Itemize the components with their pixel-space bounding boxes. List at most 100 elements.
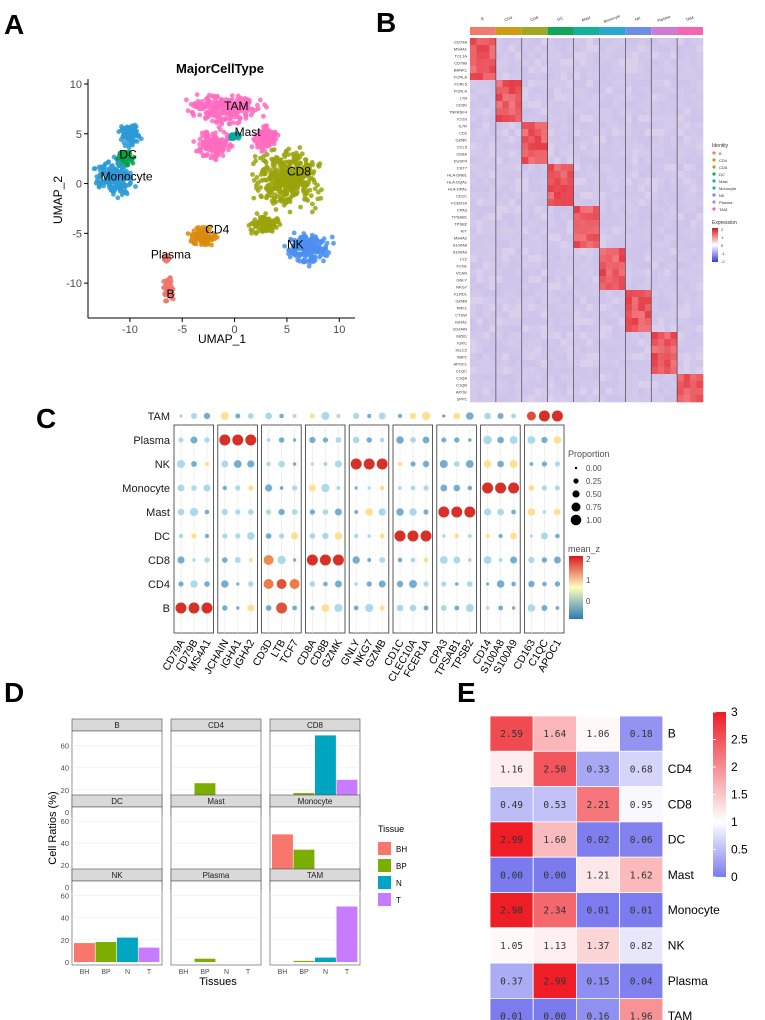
dotplot-dot xyxy=(397,413,403,419)
heatmap-cell xyxy=(638,234,646,242)
heatmap-cell xyxy=(470,374,477,382)
heatmap-cell xyxy=(560,388,568,396)
bar-facet-title: Mast xyxy=(207,797,225,806)
heatmap-cell xyxy=(560,59,568,67)
heatmap-cell xyxy=(482,129,490,137)
heatmap-cell xyxy=(683,255,691,263)
heatmap-cell xyxy=(573,192,581,200)
heatmap-cell xyxy=(605,38,613,46)
heatmap-cell xyxy=(625,262,633,270)
heatmap-cell xyxy=(618,150,626,158)
heatmap-cell xyxy=(567,339,574,347)
heatmap-cell xyxy=(683,178,691,186)
heatmap-cell xyxy=(580,276,587,284)
heatmap-cell xyxy=(664,388,671,396)
ratio-cell-value: 0.00 xyxy=(500,870,523,881)
dotplot-dot xyxy=(232,434,244,446)
heatmap-cell xyxy=(534,129,542,137)
heatmap-cell xyxy=(489,297,497,305)
umap-point xyxy=(258,144,264,150)
heatmap-cell xyxy=(476,262,484,270)
dotplot-dot xyxy=(451,506,463,518)
umap-point xyxy=(291,169,297,175)
heatmap-cell xyxy=(547,318,555,326)
dotplot-dot xyxy=(423,485,429,491)
heatmap-cell xyxy=(657,290,665,298)
umap-point xyxy=(256,131,262,137)
umap-point xyxy=(291,159,297,165)
heatmap-cell xyxy=(528,101,536,109)
heatmap-cell xyxy=(599,94,607,102)
heatmap-cell xyxy=(554,367,561,375)
heatmap-cell xyxy=(573,325,581,333)
heatmap-cell xyxy=(541,178,548,186)
heatmap-cell xyxy=(470,143,477,151)
heatmap-cell xyxy=(508,178,516,186)
heatmap-cell xyxy=(502,234,510,242)
umap-point xyxy=(278,160,284,166)
heatmap-cell xyxy=(612,80,620,88)
umap-point xyxy=(303,157,309,163)
dotplot-dot xyxy=(191,485,197,491)
heatmap-cell xyxy=(573,199,581,207)
identity-legend-swatch xyxy=(712,151,716,155)
heatmap-cell xyxy=(573,45,581,53)
heatmap-cell xyxy=(573,157,581,165)
heatmap-cell xyxy=(599,248,607,256)
dotplot-dot xyxy=(409,580,417,588)
dotplot-dot xyxy=(497,413,504,419)
heatmap-cell xyxy=(664,381,671,389)
heatmap-cell xyxy=(560,73,568,81)
heatmap-cell xyxy=(508,262,516,270)
heatmap-gene-label: FCN1 xyxy=(457,263,468,268)
dotplot-dot xyxy=(538,410,550,422)
heatmap-cell xyxy=(677,395,684,403)
heatmap-cell xyxy=(476,87,484,95)
dotplot-dot xyxy=(190,580,198,588)
heatmap-cell xyxy=(625,395,633,403)
heatmap-cell xyxy=(554,199,561,207)
heatmap-cell xyxy=(618,45,626,53)
heatmap-cell xyxy=(657,136,665,144)
umap-point xyxy=(133,184,138,189)
heatmap-cell xyxy=(489,290,497,298)
heatmap-cell xyxy=(521,353,529,361)
heatmap-cell xyxy=(638,206,646,214)
heatmap-cell xyxy=(580,346,587,354)
identity-legend-label: B xyxy=(719,151,722,156)
heatmap-cell xyxy=(651,255,658,263)
heatmap-cell xyxy=(521,367,529,375)
heatmap-cell xyxy=(625,115,633,123)
umap-point xyxy=(215,145,220,151)
heatmap-cell xyxy=(567,220,574,228)
heatmap-cell xyxy=(670,283,678,291)
heatmap-cell xyxy=(470,381,477,389)
umap-point xyxy=(191,241,197,246)
heatmap-cell xyxy=(605,234,613,242)
heatmap-cell xyxy=(495,178,503,186)
heatmap-cell xyxy=(470,73,477,81)
heatmap-cell xyxy=(586,395,594,403)
dotplot-dot xyxy=(553,436,562,444)
heatmap-cell xyxy=(554,318,561,326)
umap-point xyxy=(167,275,173,281)
heatmap-cell xyxy=(521,136,529,144)
umap-point xyxy=(240,108,246,114)
heatmap-cell xyxy=(690,80,697,88)
heatmap-cell xyxy=(605,171,613,179)
heatmap-gene-label: C1QC xyxy=(456,368,467,373)
umap-point xyxy=(205,97,211,103)
heatmap-cell xyxy=(541,269,548,277)
heatmap-cell xyxy=(482,66,490,74)
heatmap-cell xyxy=(664,157,671,165)
heatmap-cell xyxy=(690,150,697,158)
heatmap-cell xyxy=(476,297,484,305)
heatmap-cell xyxy=(657,220,665,228)
heatmap-cell xyxy=(476,339,484,347)
ratio-cell xyxy=(576,821,621,858)
heatmap-cell xyxy=(644,157,652,165)
heatmap-cell xyxy=(670,101,678,109)
heatmap-cell xyxy=(515,374,523,382)
heatmap-cell xyxy=(690,171,697,179)
dotplot-dot xyxy=(365,603,374,613)
